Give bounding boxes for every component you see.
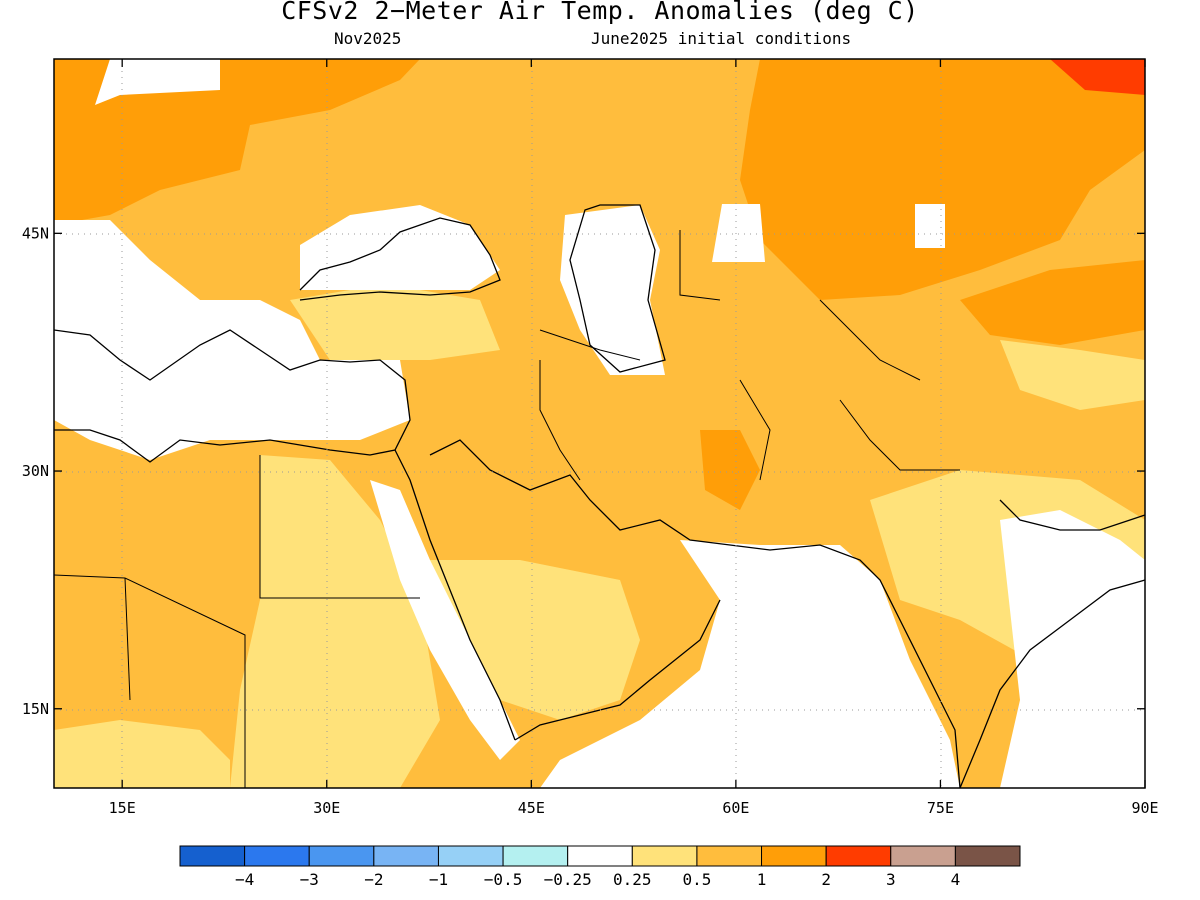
colorbar-swatch [373,845,439,867]
colorbar-swatch [761,845,827,867]
colorbar-swatch [437,845,504,867]
colorbar-swatch [890,845,956,867]
neutral-mediterranean [54,220,410,460]
colorbar-label: −3 [300,870,319,889]
colorbar-label: 3 [886,870,896,889]
lon-tick-label: 45E [518,799,545,817]
coastlines [54,204,1145,788]
neutral-arabian-sea [540,540,960,788]
lat-tick-label: 30N [22,462,49,480]
neutral-bay-of-bengal [1000,510,1145,788]
anomaly-fill-warmer-europe [54,59,420,225]
colorbar-swatch [954,845,1021,867]
colorbar-swatch [502,845,569,867]
anomaly-fill-weak-turkey [290,290,500,360]
colorbar-label: −1 [429,870,448,889]
colorbar-label: 1 [757,870,767,889]
anomaly-fill-weak-africa-south [54,720,230,788]
colorbar: −4 −3 −2 −1 −0.5 −0.25 0.25 0.5 1 2 3 4 [179,845,1021,889]
colorbar-label: −0.25 [544,870,592,889]
latitude-ticks: 45N 30N 15N [22,224,1145,718]
neutral-black-sea [300,205,500,290]
lat-tick-label: 15N [22,700,49,718]
colorbar-swatch [179,845,246,867]
colorbar-swatch [244,845,310,867]
map-field [54,59,1145,788]
neutral-baltic [95,59,220,105]
neutral-balkhash [915,204,945,248]
longitude-ticks: 15E 30E 45E 60E 75E 90E [109,59,1159,817]
lon-tick-label: 30E [313,799,340,817]
anomaly-fill-warmer-iran [700,430,760,510]
colorbar-label: −2 [364,870,383,889]
anomaly-fill-hot [1050,59,1145,95]
lat-tick-label: 45N [22,224,49,242]
neutral-red-sea [370,480,520,760]
anomaly-fill-weak-himalaya [1000,340,1145,410]
country-borders [54,230,960,788]
colorbar-swatch [308,845,375,867]
colorbar-swatch [567,845,633,867]
forecast-month: Nov2025 [334,29,402,48]
colorbar-label: −4 [235,870,254,889]
neutral-caspian [560,205,665,375]
chart-title: CFSv2 2−Meter Air Temp. Anomalies (deg C… [281,0,919,25]
colorbar-swatch [825,845,892,867]
lon-tick-label: 75E [927,799,954,817]
colorbar-swatch [696,845,763,867]
map-frame [53,58,1146,789]
colorbar-label: 2 [821,870,831,889]
anomaly-fill-warmer-tibet [960,260,1145,345]
lon-tick-label: 60E [722,799,749,817]
neutral-aral [712,204,765,262]
lon-tick-label: 90E [1131,799,1158,817]
lon-tick-label: 15E [109,799,136,817]
colorbar-label: 0.25 [613,870,652,889]
initial-conditions: June2025 initial conditions [591,29,852,48]
colorbar-label: −0.5 [484,870,523,889]
colorbar-label: 4 [951,870,961,889]
anomaly-fill-warmer-asia [740,59,1145,300]
colorbar-label: 0.5 [682,870,711,889]
colorbar-swatch [631,845,698,867]
